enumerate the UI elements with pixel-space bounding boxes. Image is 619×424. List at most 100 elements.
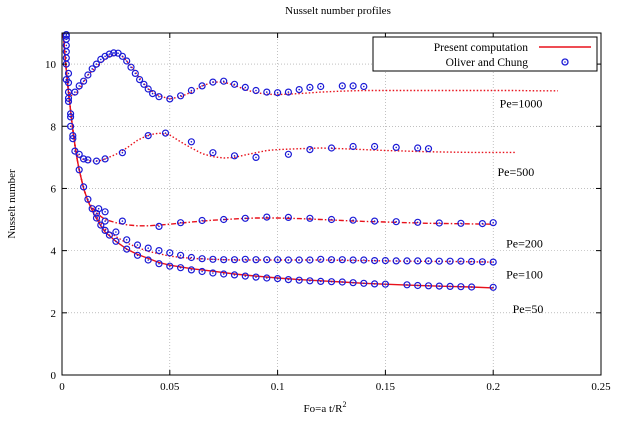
marker-pe-100 [468,257,476,266]
marker-pe-200 [177,219,185,227]
marker-pe-50 [327,278,336,286]
marker-pe-50 [284,276,292,284]
legend-marker-sample [561,58,569,66]
marker-pe-200 [101,208,109,216]
marker-pe-500-dot [330,147,333,149]
marker-pe-100-dot [212,258,214,261]
marker-pe-100 [263,256,271,264]
marker-pe-50 [371,280,379,288]
marker-near-origin [64,97,73,106]
marker-pe-1000 [295,85,303,94]
marker-pe-100 [101,217,109,225]
marker-near-origin-dot [65,33,68,36]
marker-pe-1000-dot [212,81,214,83]
marker-pe-1000-dot [121,55,124,58]
marker-pe-100-dot [492,261,495,263]
marker-pe-50 [105,231,114,239]
marker-pe-100-dot [244,258,247,261]
marker-pe-50 [241,272,249,280]
marker-pe-100-dot [169,252,171,254]
marker-pe-1000-dot [309,86,311,89]
x-axis-label: Fo=a t/R2 [304,400,347,415]
marker-pe-1000-dot [222,80,225,82]
marker-pe-100 [230,256,239,264]
marker-pe-50 [489,283,497,291]
marker-pe-200-dot [222,218,225,221]
marker-pe-500-dot [287,153,290,156]
marker-near-origin [66,110,75,118]
marker-pe-200-dot [373,220,376,222]
marker-pe-50-dot [115,240,117,243]
marker-pe-500 [161,129,170,137]
y-tick-label: 10 [45,59,57,71]
marker-pe-100 [166,249,174,257]
marker-pe-50-dot [100,224,102,226]
marker-pe-500-dot [164,132,167,134]
marker-pe-500 [92,157,101,165]
marker-pe-200 [435,219,443,227]
marker-pe-50 [92,214,101,222]
marker-pe-50-dot [179,266,182,269]
marker-near-origin [64,88,73,96]
marker-pe-1000-dot [108,53,111,55]
marker-pe-200 [263,213,271,221]
marker-pe-50-dot [158,262,160,265]
marker-pe-100 [392,257,400,265]
marker-pe-50-dot [108,234,111,236]
x-tick-label: 0.2 [486,381,500,393]
marker-pe-1000-dot [287,91,290,93]
marker-pe-1000 [263,88,271,96]
marker-pe-100 [338,256,346,264]
marker-pe-50-dot [298,279,301,282]
marker-pe-50 [198,267,206,276]
marker-pe-100-dot [115,231,117,233]
marker-pe-100 [489,258,497,266]
marker-pe-500 [144,132,152,140]
marker-pe-50-dot [147,259,149,261]
y-tick-label: 8 [51,121,57,133]
marker-pe-200-dot [244,217,247,220]
marker-pe-1000-dot [147,88,149,90]
marker-pe-50-dot [87,198,89,201]
marker-pe-50 [403,281,411,289]
marker-pe-50 [155,260,163,268]
marker-pe-1000 [166,95,174,103]
marker-pe-50-dot [309,280,311,282]
x-tick-label: 0.25 [591,381,611,393]
marker-pe-500-dot [82,158,85,160]
marker-pe-100-dot [416,260,419,262]
marker-pe-50 [435,282,443,290]
marker-pe-200-dot [179,221,182,224]
marker-pe-100-dot [384,259,387,262]
annotation-pe-50: Pe=50 [513,302,544,316]
marker-pe-50 [338,278,346,286]
marker-pe-1000 [338,82,346,90]
marker-pe-1000 [136,75,144,84]
marker-pe-50-dot [233,274,236,276]
marker-pe-50 [75,166,83,174]
marker-pe-200 [489,219,497,227]
marker-pe-1000-dot [201,85,203,87]
marker-pe-100-dot [255,258,257,261]
series-line-pe-200 [62,32,494,227]
marker-pe-100-dot [136,244,139,246]
marker-near-origin-dot [67,81,70,84]
marker-pe-500 [84,156,92,164]
marker-pe-1000-dot [91,68,93,70]
marker-pe-500-dot [373,145,376,148]
marker-pe-200 [220,215,228,224]
marker-pe-50-dot [330,280,333,283]
marker-pe-500-dot [190,141,193,143]
marker-pe-100 [414,257,422,265]
marker-pe-1000-dot [158,95,160,98]
marker-pe-1000 [79,77,88,85]
marker-pe-100 [317,255,325,263]
marker-pe-1000-dot [363,85,365,88]
marker-pe-50 [349,279,357,287]
marker-pe-100 [360,256,368,264]
marker-pe-1000-dot [143,83,145,86]
marker-pe-200-dot [158,225,160,228]
axis-ticks: 0 0.05 0.1 0.15 0.2 0.25 0 2 4 6 8 10 [45,33,611,393]
y-tick-label: 0 [51,370,57,382]
marker-pe-1000-dot [100,58,102,61]
